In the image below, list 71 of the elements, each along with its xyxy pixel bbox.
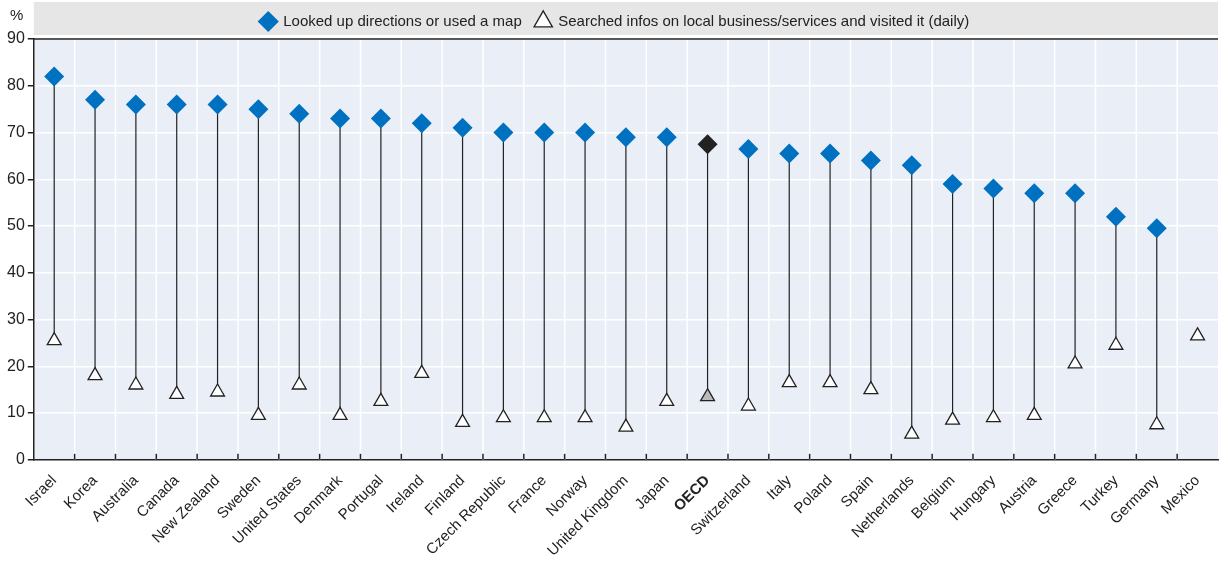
y-tick-label: 0 (15, 450, 25, 468)
point (860, 150, 881, 171)
point (983, 178, 1004, 199)
point (169, 385, 185, 399)
point (85, 89, 106, 110)
point (248, 99, 269, 120)
y-tick-label: 30 (7, 309, 25, 327)
y-tick-label: 80 (7, 76, 25, 94)
point (291, 376, 307, 390)
point (656, 127, 677, 148)
point (1024, 183, 1045, 204)
point (945, 411, 961, 425)
y-tick-label: 40 (7, 263, 25, 281)
point (1026, 406, 1042, 421)
point (87, 366, 103, 381)
point (781, 374, 797, 388)
y-tick-label: 20 (7, 356, 25, 374)
point (209, 383, 226, 397)
x-tick-label: Italy (762, 470, 795, 503)
point (1105, 206, 1126, 227)
point (493, 122, 514, 143)
legend-label: Looked up directions or used a map (283, 11, 522, 29)
y-tick-label: 60 (7, 169, 25, 187)
point (250, 406, 266, 421)
point (536, 409, 552, 423)
point (166, 94, 187, 115)
y-tick-label: 10 (7, 403, 25, 421)
point (289, 103, 310, 124)
point (46, 331, 62, 346)
point (577, 409, 593, 423)
point (495, 409, 511, 423)
point (659, 392, 675, 407)
point (1146, 218, 1167, 239)
legend-label: Searched infos on local business/services and visited it (daily) (558, 11, 970, 29)
point (820, 143, 841, 164)
point (904, 425, 920, 439)
point (332, 406, 348, 421)
point (414, 364, 430, 378)
point (697, 134, 718, 155)
point (699, 388, 716, 402)
y-axis-title: % (10, 5, 24, 23)
point (128, 376, 144, 390)
point (370, 108, 391, 129)
point (125, 94, 146, 115)
point (942, 173, 963, 194)
point (534, 122, 555, 143)
point (901, 155, 922, 176)
point (207, 94, 228, 115)
y-tick-label: 90 (7, 29, 25, 47)
point (411, 113, 432, 134)
point (863, 381, 879, 395)
point (330, 108, 351, 129)
point (1067, 355, 1083, 369)
point (575, 122, 596, 143)
point (452, 117, 473, 138)
point (1065, 183, 1086, 204)
point (822, 374, 838, 388)
y-tick-label: 70 (7, 122, 25, 140)
point (373, 392, 389, 407)
point (1190, 327, 1206, 341)
y-tick-label: 50 (7, 216, 25, 234)
point (618, 418, 634, 432)
point (740, 397, 756, 411)
point (454, 413, 471, 428)
point (615, 127, 636, 148)
point (1108, 336, 1124, 350)
point (738, 138, 759, 159)
point (779, 143, 800, 164)
point (985, 409, 1001, 423)
point (1149, 416, 1165, 430)
point (44, 66, 65, 87)
